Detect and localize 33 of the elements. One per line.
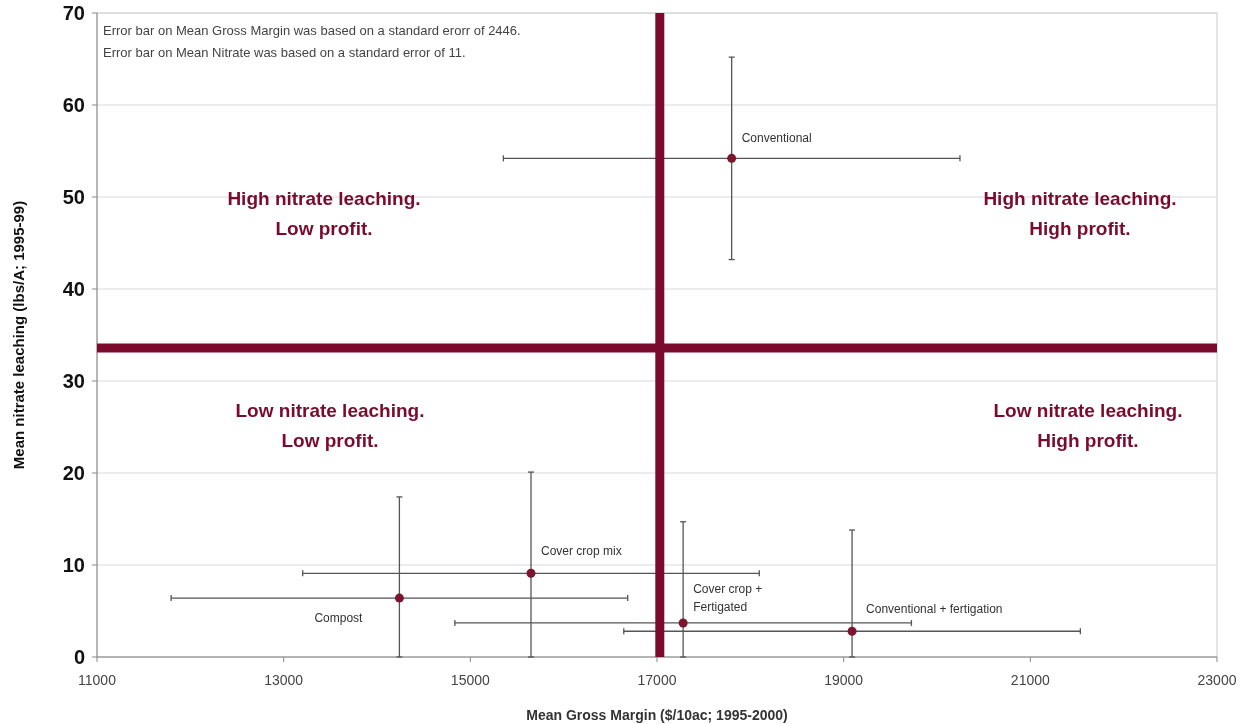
annotation: Error bar on Mean Gross Margin was based on a standard erorr of 2446.: [103, 23, 521, 38]
y-tick-label: 50: [62, 186, 85, 208]
point: [526, 568, 536, 578]
series-label: Conventional: [741, 131, 812, 146]
annotation: High nitrate leaching. High profit.: [983, 188, 1177, 239]
y-tick-label: 0: [73, 646, 85, 668]
x-tick-label: 21000: [1010, 672, 1051, 688]
annotation: Error bar on Mean Nitrate was based on a standard error of 11.: [103, 45, 466, 60]
point: [727, 153, 737, 163]
y-tick-label: 60: [62, 94, 85, 116]
y-tick-label: 40: [62, 278, 85, 300]
y-tick-label: 70: [62, 2, 85, 24]
x-tick-label: 17000: [637, 672, 677, 688]
y-tick-label: 30: [62, 370, 85, 392]
x-tick-label: 23000: [1197, 672, 1237, 688]
annotation: High nitrate leaching. Low profit.: [227, 188, 421, 239]
series-label: Cover crop mix: [541, 544, 622, 559]
y-tick-label: 10: [62, 554, 85, 576]
point: [847, 626, 857, 636]
x-tick-label: 15000: [450, 672, 491, 688]
y-tick-label: 20: [62, 462, 85, 484]
x-axis-title: Mean Gross Margin ($/10ac; 1995-2000): [526, 707, 788, 723]
x-tick-label: 13000: [264, 672, 304, 688]
series-label: Cover crop + Fertigated: [693, 581, 763, 614]
y-axis-title: Mean nitrate leaching (lbs/A; 1995-99): [10, 200, 27, 470]
annotation: Low nitrate leaching. Low profit.: [235, 400, 425, 451]
text: Compost: [314, 611, 364, 626]
point: [394, 593, 404, 603]
x-tick-label: 19000: [824, 672, 864, 688]
series-label: Conventional + fertigation: [866, 602, 1003, 617]
x-tick-label: 11000: [78, 672, 117, 688]
point: [678, 618, 688, 628]
annotation: Low nitrate leaching. High profit.: [993, 400, 1183, 451]
